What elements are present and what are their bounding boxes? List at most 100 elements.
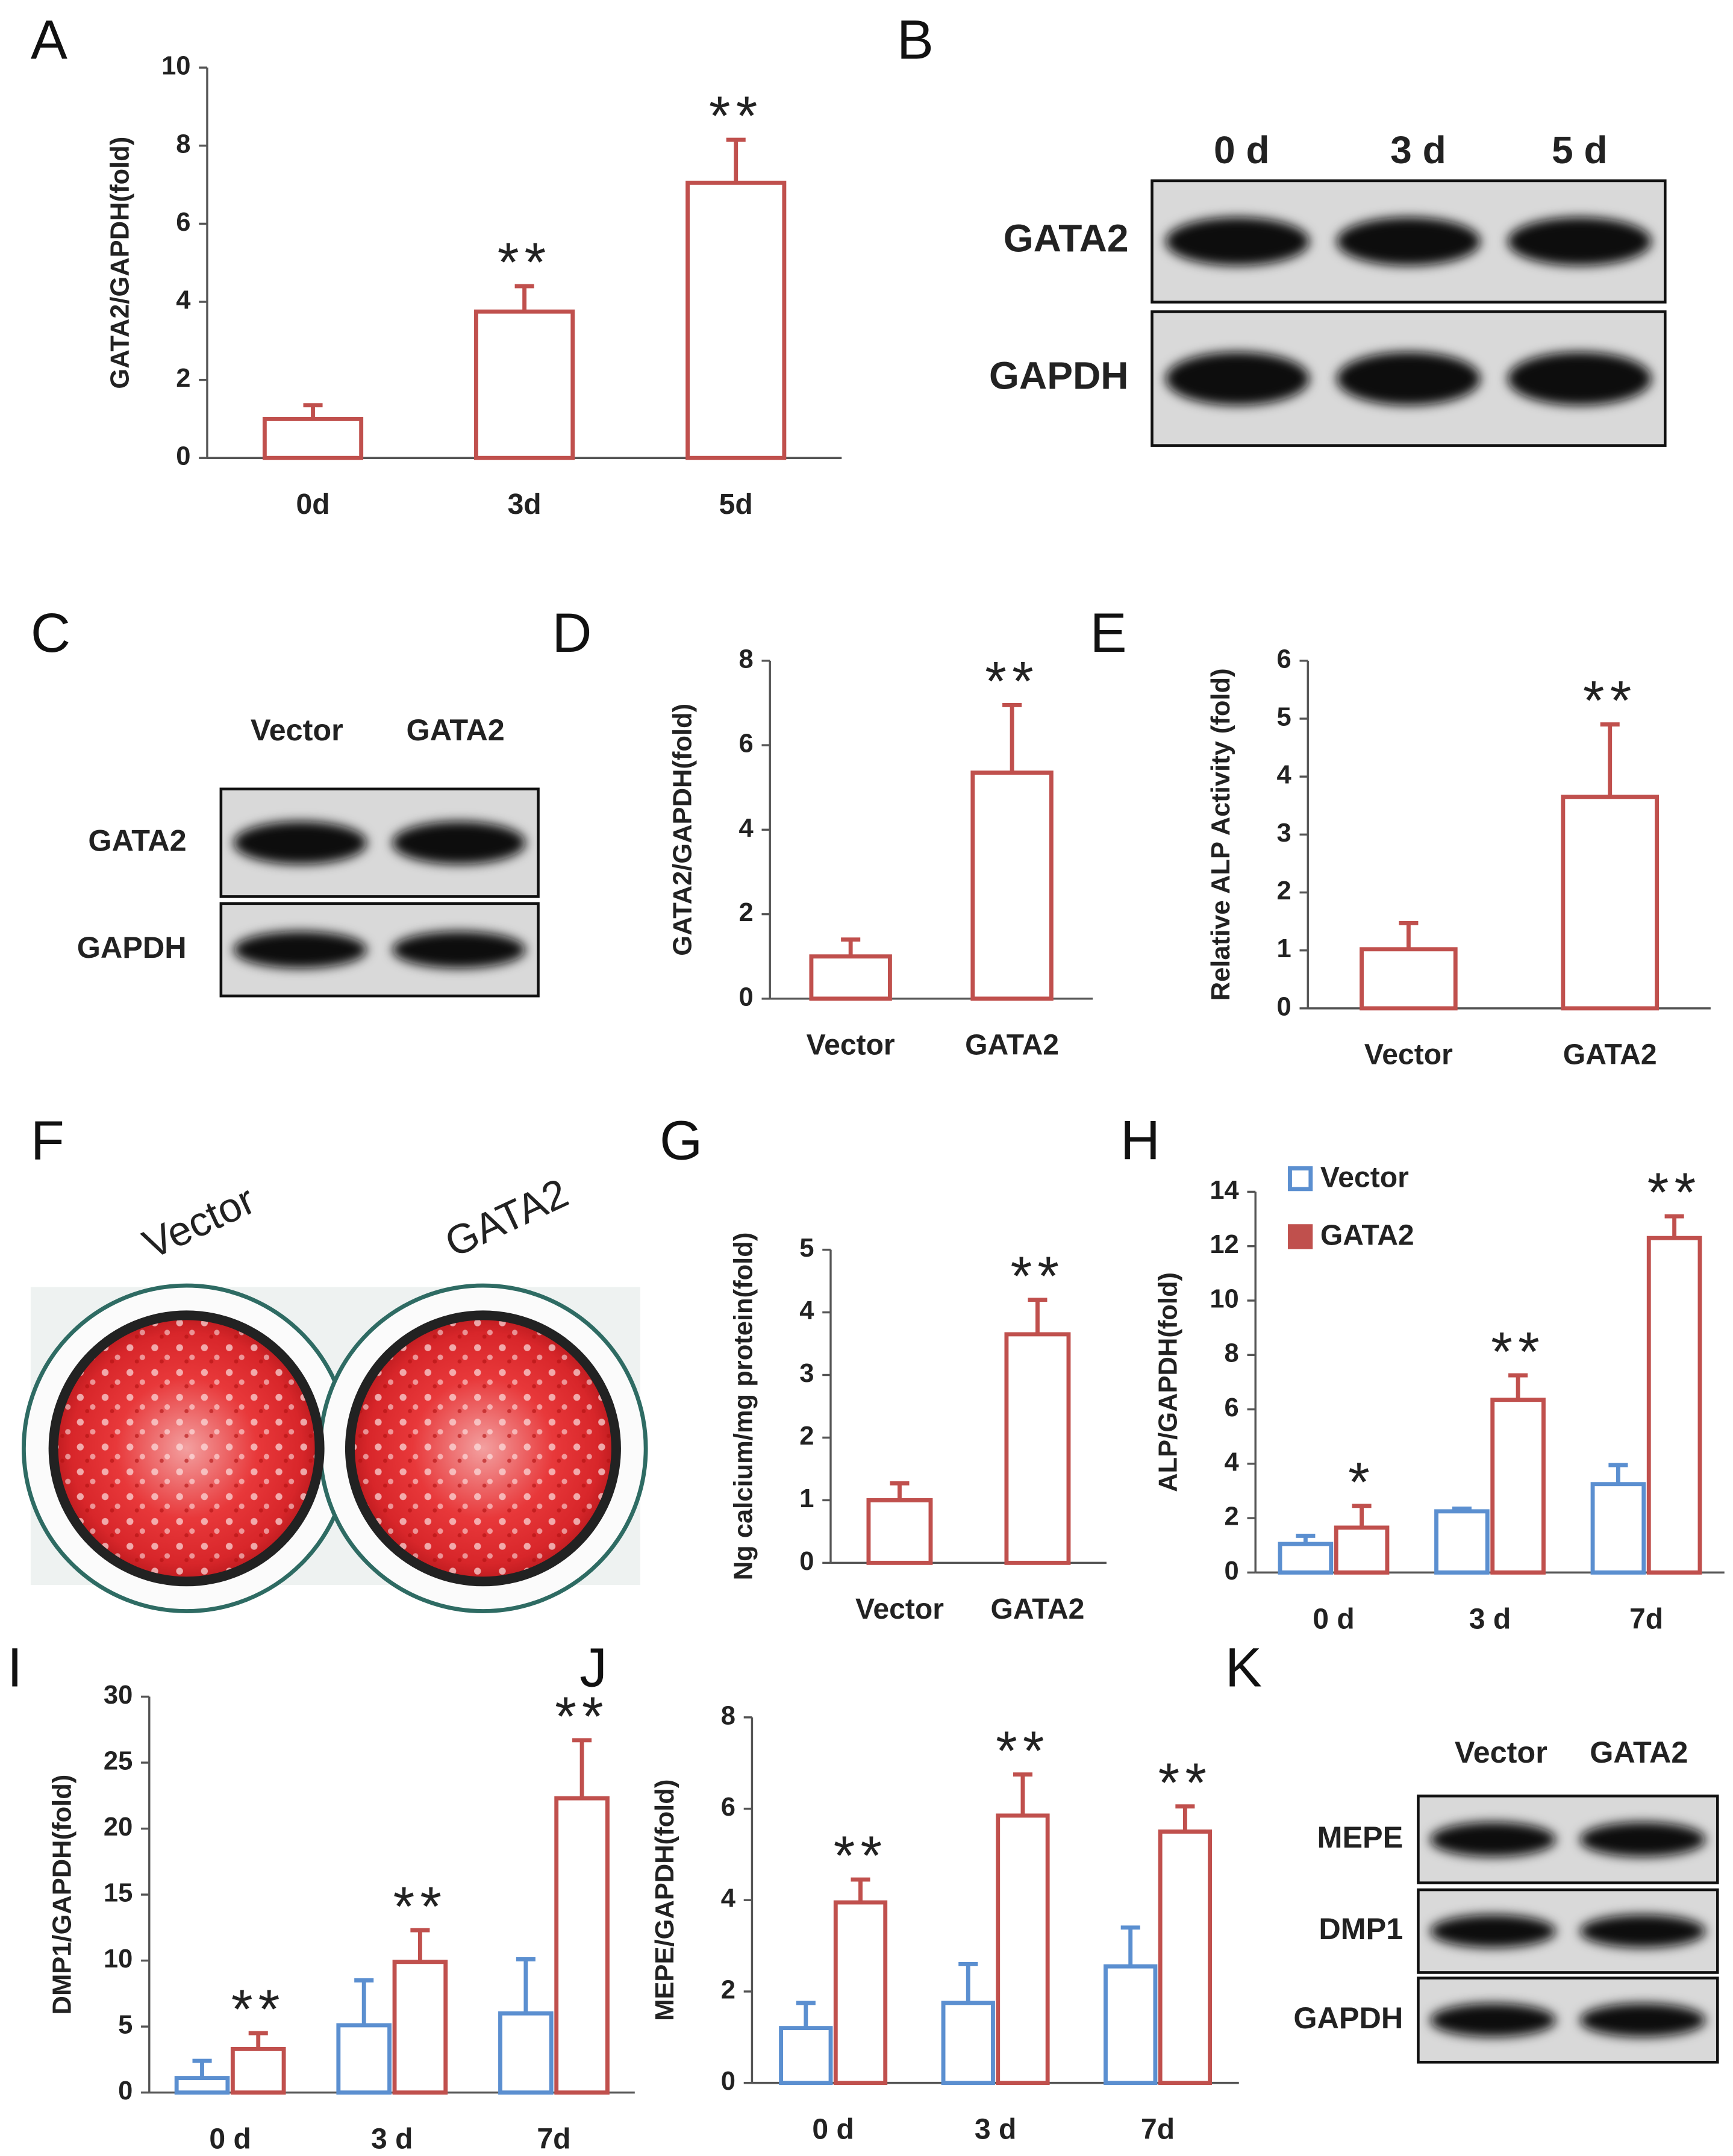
x-tick-label: GATA2 (1563, 1039, 1657, 1071)
y-tick-label: 4 (1225, 1448, 1239, 1476)
error-bar (1175, 1804, 1195, 1832)
stained-plate-photo (21, 1283, 648, 1613)
band (1430, 1822, 1557, 1857)
bar (230, 2046, 286, 2095)
y-tick-label: 10 (1210, 1284, 1238, 1313)
significance-mark: ** (1158, 1752, 1213, 1814)
lane-label: GATA2 (1590, 1735, 1688, 1769)
band (233, 821, 367, 864)
panel-letter: I (7, 1637, 22, 1698)
y-tick-label: 4 (1277, 761, 1291, 790)
significance-mark: * (1348, 1452, 1375, 1513)
x-tick-label: Vector (807, 1029, 895, 1061)
error-bar (248, 2031, 268, 2049)
significance-mark: ** (1583, 670, 1637, 732)
y-tick-label: 6 (176, 208, 190, 237)
lane-label: Vector (251, 713, 343, 747)
error-bar (572, 1738, 592, 1799)
y-tick-label: 15 (104, 1879, 133, 1908)
panel-letter: G (660, 1110, 702, 1172)
y-tick-label: 4 (739, 814, 754, 843)
bar (996, 1813, 1050, 2086)
error-bar (1013, 1772, 1032, 1816)
x-tick-label: 0 d (1313, 1602, 1354, 1635)
error-bar (516, 1957, 536, 2014)
row-label: GATA2 (88, 823, 186, 857)
panel-letter: H (1120, 1110, 1160, 1172)
significance-mark: ** (834, 1825, 888, 1887)
bar (392, 1960, 448, 2095)
lane-label: 0 d (1214, 128, 1270, 172)
y-tick-label: 2 (799, 1422, 814, 1451)
bar (474, 309, 575, 460)
photo-label: GATA2 (438, 1169, 575, 1266)
y-tick-label: 4 (176, 286, 190, 314)
band (1430, 1914, 1557, 1948)
y-tick-label: 6 (739, 730, 754, 758)
x-tick-label: 3 d (1469, 1602, 1511, 1635)
bar (554, 1796, 610, 2095)
row-label: GATA2 (1004, 217, 1129, 260)
photo-label: Vector (136, 1176, 262, 1267)
band (1579, 2003, 1706, 2037)
y-tick-label: 0 (1277, 992, 1291, 1021)
bar (970, 770, 1054, 1001)
y-tick-label: 8 (1225, 1339, 1239, 1368)
bar (833, 1900, 888, 2086)
bar (1561, 795, 1660, 1011)
error-bar (514, 284, 534, 312)
band (1579, 1914, 1706, 1948)
legend-label: Vector (1320, 1161, 1409, 1194)
y-tick-label: 0 (176, 442, 190, 471)
panel-letter: D (552, 602, 592, 664)
band (1508, 352, 1652, 405)
error-bar (796, 2001, 816, 2028)
x-tick-label: 3d (508, 488, 542, 520)
x-tick-label: 7d (537, 2123, 570, 2155)
error-bar (1664, 1214, 1684, 1239)
y-tick-label: 10 (104, 1945, 133, 1973)
error-bar (841, 937, 861, 957)
band (1337, 352, 1481, 405)
bar (498, 2011, 554, 2095)
y-axis-label: ALP/GAPDH(fold) (1154, 1272, 1183, 1492)
significance-mark: ** (231, 1979, 286, 2040)
bar (1590, 1482, 1646, 1575)
significance-mark: ** (393, 1876, 448, 1937)
y-tick-label: 0 (118, 2076, 133, 2105)
error-bar (1120, 1925, 1140, 1967)
y-tick-label: 10 (161, 52, 190, 81)
error-bar (410, 1928, 430, 1962)
y-tick-label: 0 (799, 1547, 814, 1576)
error-bar (851, 1877, 870, 1903)
y-tick-label: 5 (799, 1234, 814, 1263)
y-tick-label: 2 (1225, 1502, 1239, 1531)
row-label: MEPE (1317, 1820, 1404, 1854)
y-tick-label: 6 (1277, 645, 1291, 673)
legend-swatch (1288, 1224, 1313, 1249)
error-bar (1296, 1534, 1316, 1545)
error-bar (1452, 1506, 1472, 1511)
panel-letter: K (1225, 1637, 1262, 1698)
significance-mark: ** (1491, 1321, 1545, 1383)
bar (1104, 1964, 1158, 2086)
error-bar (1028, 1298, 1048, 1334)
y-tick-label: 0 (739, 983, 754, 1011)
legend-swatch (1288, 1166, 1313, 1192)
x-tick-label: 3 d (371, 2123, 413, 2155)
row-label: GAPDH (77, 930, 187, 964)
y-tick-label: 8 (739, 645, 754, 673)
significance-mark: ** (1647, 1162, 1702, 1223)
error-bar (354, 1978, 374, 2025)
band (392, 931, 526, 969)
lane-label: GATA2 (407, 713, 505, 747)
y-tick-label: 25 (104, 1747, 133, 1776)
error-bar (1600, 722, 1620, 797)
bar (1646, 1236, 1702, 1575)
lane-label: Vector (1455, 1735, 1547, 1769)
band (1166, 217, 1310, 266)
lane-label: 3 d (1390, 128, 1446, 172)
band (392, 821, 526, 864)
error-bar (1608, 1463, 1628, 1484)
significance-mark: ** (498, 232, 552, 293)
